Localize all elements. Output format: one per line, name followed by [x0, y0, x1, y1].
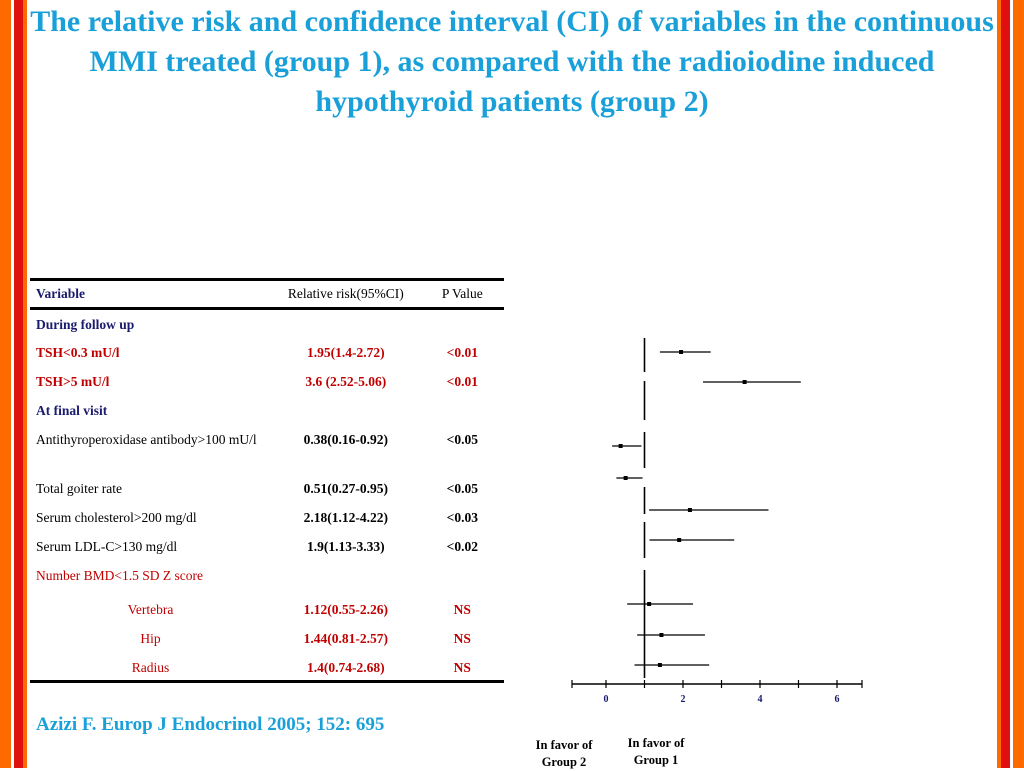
left-border-orange	[0, 0, 11, 768]
row-rr: 1.44(0.81-2.57)	[303, 630, 388, 646]
left-border-orange-inner	[23, 0, 27, 768]
point-estimate	[687, 508, 692, 512]
row-p: <0.03	[446, 509, 478, 525]
favor-group-1-label: In favor of Group 1	[627, 736, 685, 767]
table-row: Serum cholesterol>200 mg/dl 2.18(1.12-4.…	[30, 503, 504, 532]
right-border-white	[1010, 0, 1013, 768]
x-tick-label: 2	[681, 694, 686, 705]
row-variable: Serum cholesterol>200 mg/dl	[36, 509, 197, 525]
table-header-row: Variable Relative risk(95%CI) P Value	[30, 278, 504, 310]
section-row: At final visit	[30, 396, 504, 425]
header-p-value: P Value	[420, 278, 504, 310]
right-border-orange	[1013, 0, 1024, 768]
row-p: NS	[453, 630, 471, 646]
row-rr: 1.4(0.74-2.68)	[271, 652, 421, 683]
table-row: TSH<0.3 mU/l 1.95(1.4-2.72) <0.01	[30, 338, 504, 367]
row-variable: TSH<0.3 mU/l	[36, 344, 120, 360]
table-row: Antithyroperoxidase antibody>100 mU/l 0.…	[30, 425, 504, 474]
row-p: NS	[453, 601, 471, 617]
section-row: Number BMD<1.5 SD Z score	[30, 561, 504, 595]
row-rr: 2.18(1.12-4.22)	[303, 509, 388, 525]
row-variable: Hip	[140, 630, 161, 646]
x-tick-label: 4	[758, 694, 763, 705]
section-bmd: Number BMD<1.5 SD Z score	[36, 567, 203, 583]
left-border-red	[14, 0, 23, 768]
table-row: TSH>5 mU/l 3.6 (2.52-5.06) <0.01	[30, 367, 504, 396]
point-estimate	[677, 538, 682, 542]
x-tick-label: 6	[835, 694, 840, 705]
table-row: Radius 1.4(0.74-2.68) NS	[30, 652, 504, 683]
row-p: <0.01	[446, 344, 478, 360]
row-variable: Vertebra	[127, 601, 174, 617]
point-estimate	[623, 476, 628, 480]
row-variable: Total goiter rate	[36, 480, 123, 496]
row-p: <0.05	[446, 431, 478, 447]
left-border-white	[11, 0, 14, 768]
row-p: <0.01	[446, 373, 478, 389]
row-p: NS	[420, 652, 504, 683]
row-variable: Serum LDL-C>130 mg/dl	[36, 538, 178, 554]
row-rr: 0.38(0.16-0.92)	[303, 431, 388, 447]
citation: Azizi F. Europ J Endocrinol 2005; 152: 6…	[36, 714, 385, 735]
row-variable: Radius	[30, 652, 272, 683]
point-estimate	[679, 350, 684, 354]
point-estimate	[618, 444, 623, 448]
right-border-red	[1001, 0, 1010, 768]
relative-risk-table: Variable Relative risk(95%CI) P Value Du…	[30, 278, 504, 683]
row-rr: 1.12(0.55-2.26)	[303, 601, 388, 617]
section-row: During follow up	[30, 309, 504, 338]
point-estimate	[657, 663, 662, 667]
right-border-orange-inner	[997, 0, 1001, 768]
point-estimate	[647, 602, 652, 606]
table-row: Hip 1.44(0.81-2.57) NS	[30, 624, 504, 653]
section-during-follow-up: During follow up	[36, 317, 135, 332]
slide-title: The relative risk and confidence interva…	[30, 5, 994, 118]
section-at-final-visit: At final visit	[36, 402, 108, 418]
point-estimate	[659, 633, 664, 637]
row-p: <0.02	[446, 538, 478, 554]
row-variable: Antithyroperoxidase antibody>100 mU/l	[36, 431, 257, 447]
header-variable: Variable	[30, 278, 272, 310]
table-row: Serum LDL-C>130 mg/dl 1.9(1.13-3.33) <0.…	[30, 532, 504, 561]
favor-group-2-label: In favor of Group 2	[535, 738, 593, 769]
table-row: Total goiter rate 0.51(0.27-0.95) <0.05	[30, 474, 504, 503]
table-row: Vertebra 1.12(0.55-2.26) NS	[30, 595, 504, 624]
row-variable: TSH>5 mU/l	[36, 373, 110, 389]
x-tick-label: 0	[604, 694, 609, 705]
row-p: <0.05	[446, 480, 478, 496]
row-rr: 3.6 (2.52-5.06)	[305, 373, 387, 389]
header-relative-risk: Relative risk(95%CI)	[271, 278, 421, 310]
point-estimate	[742, 380, 747, 384]
row-rr: 1.9(1.13-3.33)	[307, 538, 385, 554]
row-rr: 1.95(1.4-2.72)	[307, 344, 385, 360]
row-rr: 0.51(0.27-0.95)	[303, 480, 388, 496]
